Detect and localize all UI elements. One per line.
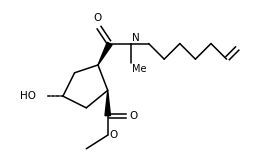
Text: Me: Me [132,64,147,74]
Polygon shape [98,42,112,65]
Text: HO: HO [20,91,36,101]
Polygon shape [105,90,110,116]
Text: O: O [129,111,137,121]
Text: O: O [110,130,118,140]
Text: N: N [132,33,140,43]
Text: O: O [94,13,102,23]
